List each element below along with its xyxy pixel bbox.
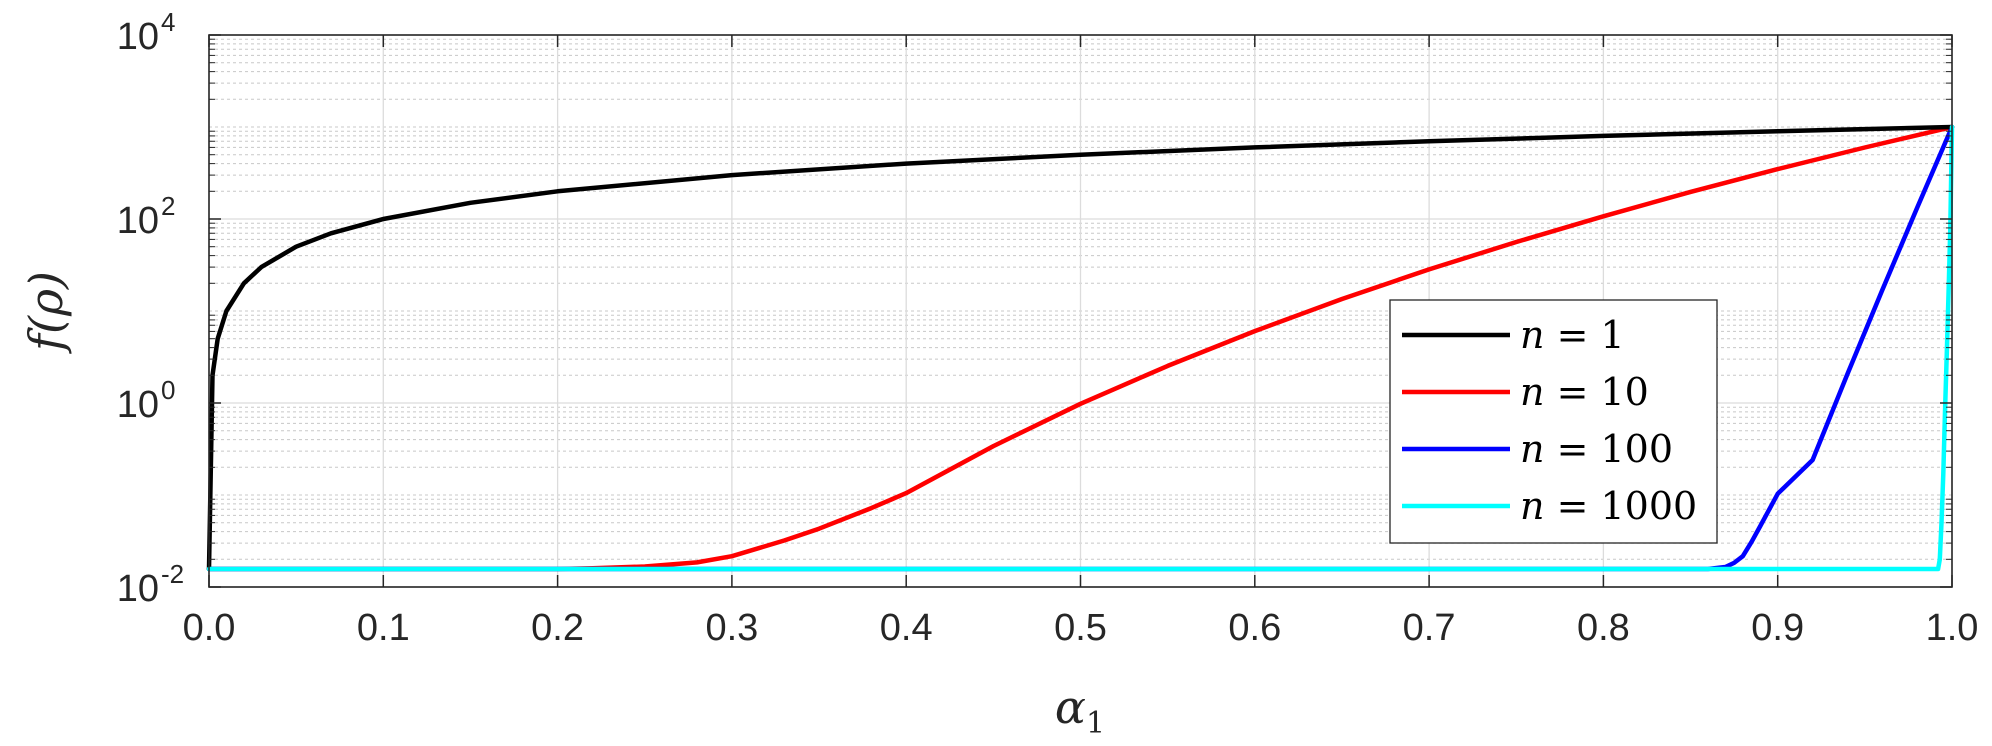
legend-box bbox=[1389, 299, 1718, 544]
tick-layer bbox=[208, 34, 1953, 588]
x-tick-label: 0.1 bbox=[357, 607, 410, 649]
x-tick-label: 0.2 bbox=[531, 607, 584, 649]
y-tick-label: 10 bbox=[117, 16, 159, 58]
legend-label: n = 1 bbox=[1520, 313, 1625, 357]
x-tick-label: 0.3 bbox=[705, 607, 758, 649]
x-tick-label: 0.4 bbox=[880, 607, 933, 649]
x-axis-label-subscript: 1 bbox=[1086, 706, 1105, 741]
y-tick-exponent: -2 bbox=[161, 559, 184, 589]
y-tick-label: 10 bbox=[117, 568, 159, 610]
series-layer bbox=[206, 124, 1955, 572]
y-axis-label: f(ρ) bbox=[19, 271, 73, 354]
x-tick-label: 0.9 bbox=[1751, 607, 1804, 649]
x-tick-label: 0.8 bbox=[1577, 607, 1630, 649]
legend-label: n = 10 bbox=[1520, 370, 1649, 414]
legend-label: n = 1000 bbox=[1520, 484, 1697, 528]
x-axis-label: α1 bbox=[1055, 680, 1105, 741]
y-tick-exponent: 0 bbox=[161, 375, 175, 405]
x-tick-label: 0.5 bbox=[1054, 607, 1107, 649]
series-line-n-1000 bbox=[206, 124, 1955, 572]
x-tick-label: 0.7 bbox=[1403, 607, 1456, 649]
y-tick-label: 10 bbox=[117, 200, 159, 242]
legend: n = 1 n = 10 n = 100 n = 1000 bbox=[1389, 299, 1718, 544]
x-tick-label: 1.0 bbox=[1926, 607, 1979, 649]
x-tick-label: 0.0 bbox=[183, 607, 236, 649]
y-tick-label: 10 bbox=[117, 384, 159, 426]
legend-label: n = 100 bbox=[1520, 427, 1673, 471]
x-tick-label: 0.6 bbox=[1228, 607, 1281, 649]
series-line-n-1 bbox=[206, 124, 1955, 572]
y-tick-exponent: 4 bbox=[161, 7, 175, 37]
y-tick-exponent: 2 bbox=[161, 191, 175, 221]
series-line-n-10 bbox=[206, 124, 1955, 572]
x-axis-label-base: α bbox=[1055, 680, 1086, 734]
